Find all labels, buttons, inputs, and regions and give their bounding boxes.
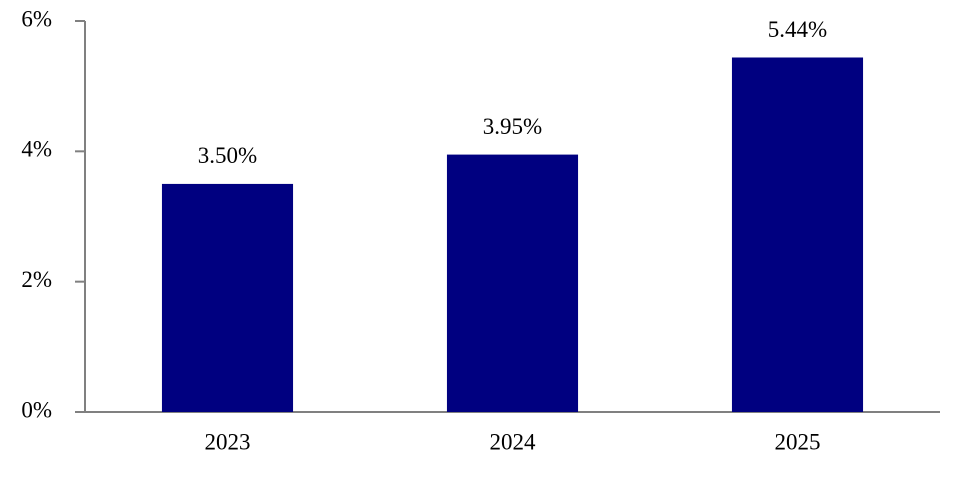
x-tick-label: 2025 [775,429,821,454]
y-tick-label: 6% [21,6,52,31]
data-label: 3.50% [198,143,257,168]
x-tick-label: 2023 [205,429,251,454]
y-tick-label: 2% [21,267,52,292]
bar [731,57,864,412]
x-tick-label: 2024 [490,429,537,454]
bar [446,154,579,412]
data-label: 5.44% [768,17,827,42]
y-tick-label: 4% [21,137,52,162]
data-label: 3.95% [483,114,542,139]
y-tick-label: 0% [21,397,52,422]
bar [161,183,294,412]
